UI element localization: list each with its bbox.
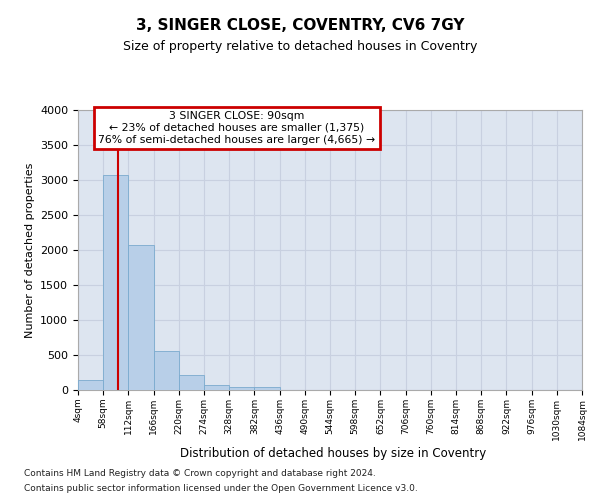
Text: 3, SINGER CLOSE, COVENTRY, CV6 7GY: 3, SINGER CLOSE, COVENTRY, CV6 7GY bbox=[136, 18, 464, 32]
Bar bbox=[179, 376, 204, 390]
Bar bbox=[78, 380, 103, 390]
Bar bbox=[128, 245, 154, 390]
Text: Size of property relative to detached houses in Coventry: Size of property relative to detached ho… bbox=[123, 40, 477, 53]
Bar bbox=[103, 175, 128, 390]
Bar bbox=[229, 386, 254, 390]
Text: Contains public sector information licensed under the Open Government Licence v3: Contains public sector information licen… bbox=[24, 484, 418, 493]
Bar bbox=[254, 386, 280, 390]
Bar bbox=[204, 385, 229, 390]
Text: Contains HM Land Registry data © Crown copyright and database right 2024.: Contains HM Land Registry data © Crown c… bbox=[24, 469, 376, 478]
Text: Distribution of detached houses by size in Coventry: Distribution of detached houses by size … bbox=[180, 448, 486, 460]
Text: 3 SINGER CLOSE: 90sqm
← 23% of detached houses are smaller (1,375)
76% of semi-d: 3 SINGER CLOSE: 90sqm ← 23% of detached … bbox=[98, 112, 376, 144]
Y-axis label: Number of detached properties: Number of detached properties bbox=[25, 162, 35, 338]
Bar bbox=[154, 351, 179, 390]
